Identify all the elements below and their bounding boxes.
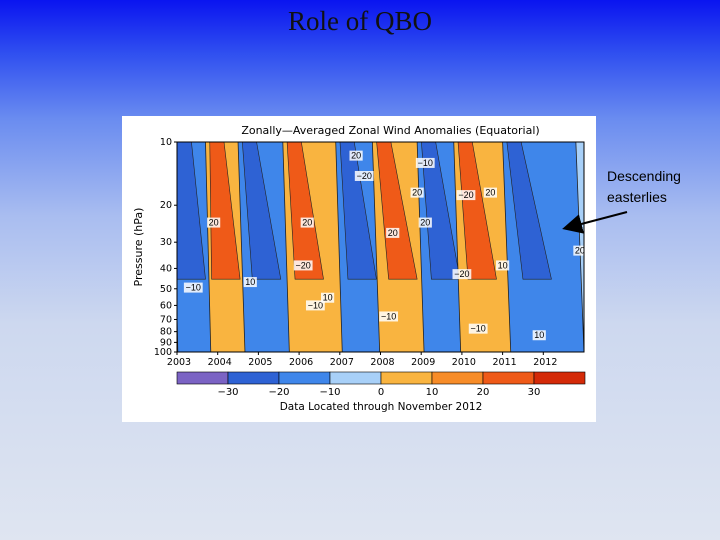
contour-label-bg-14 (452, 269, 472, 280)
contour-label-10: −20 (296, 260, 311, 270)
chart-footer: Data Located through November 2012 (280, 401, 483, 413)
x-tick-label-7: 2010 (452, 357, 476, 368)
contour-label-7: 20 (302, 218, 312, 228)
contour-label-bg-3 (410, 187, 424, 198)
annotation-arrow (562, 211, 628, 234)
contour-label-bg-17 (379, 311, 399, 322)
contour-label-13: 10 (498, 260, 508, 270)
contour-label-bg-8 (386, 227, 400, 238)
x-tick-label-4: 2007 (330, 357, 354, 368)
colorbar-tick-6: 30 (528, 387, 541, 398)
annotation-line-1: Descending (607, 168, 681, 184)
contour-label-3: 20 (412, 188, 422, 198)
band-core-1 (209, 142, 241, 280)
contour-label-12: −10 (186, 283, 201, 293)
y-axis-label: Pressure (hPa) (132, 208, 145, 287)
annotation-label: Descending easterlies (607, 166, 717, 208)
contour-label-bg-6 (207, 217, 221, 228)
contour-label-11: 10 (245, 277, 255, 287)
contour-label-bg-12 (183, 282, 203, 293)
contour-label-9: 20 (420, 218, 430, 228)
contour-label-bg-15 (305, 300, 325, 311)
annotation-line-2: easterlies (607, 189, 667, 205)
x-tick-label-3: 2006 (289, 357, 313, 368)
colorbar-tick-3: 0 (378, 387, 384, 398)
contour-label-5: 20 (485, 188, 495, 198)
x-tick-label-9: 2012 (533, 357, 557, 368)
contour-label-bg-13 (496, 260, 510, 271)
y-tick-label-8: 90 (160, 337, 172, 348)
colorbar-tick-1: −20 (268, 387, 289, 398)
contour-label-2: 20 (351, 151, 361, 161)
colorbar-tick-0: −30 (217, 387, 238, 398)
colorbar-tick-2: −10 (319, 387, 340, 398)
contour-label-bg-10 (293, 260, 313, 271)
chart-title: Zonally—Averaged Zonal Wind Anomalies (E… (241, 124, 539, 137)
chart-figure: −10 −20 20 20 −20 20 20 20 20 20 −20 10 −10 10 −20 −10 1… (122, 116, 596, 422)
contour-label-bg-7 (300, 217, 314, 228)
contour-label-bg-16 (320, 292, 335, 303)
contour-label-8: 20 (388, 228, 398, 238)
contour-label-20: 10 (534, 330, 544, 340)
contour-label-1: −20 (357, 171, 372, 181)
band-core-3 (286, 142, 324, 280)
x-tick-label-8: 2011 (493, 357, 517, 368)
colorbar-swatch-7 (533, 371, 586, 385)
x-tick-label-6: 2009 (411, 357, 435, 368)
y-tick-label-6: 70 (160, 314, 172, 325)
contour-label-bg-20 (532, 330, 546, 341)
y-tick-label-5: 60 (160, 300, 172, 311)
x-tick-label-5: 2008 (370, 357, 394, 368)
contour-label-bg-5 (483, 187, 497, 198)
contour-label-bg-0 (415, 157, 435, 168)
slide-title: Role of QBO (288, 6, 432, 36)
y-tick-label-1: 20 (160, 200, 172, 211)
y-tick-label-4: 50 (160, 284, 172, 295)
contour-label-bg-18 (468, 323, 488, 334)
band-core-2 (242, 142, 282, 280)
contour-label-15: −10 (308, 300, 323, 310)
y-tick-label-3: 40 (160, 263, 172, 274)
band-core-5 (376, 142, 418, 280)
contour-label-6: 20 (209, 218, 219, 228)
contour-label-17: −10 (381, 311, 396, 321)
contour-label-bg-2 (349, 150, 363, 161)
x-tick-label-1: 2004 (208, 357, 232, 368)
contour-label-19: 20 (575, 246, 585, 256)
y-tick-label-7: 80 (160, 327, 172, 338)
band-core-4 (339, 142, 377, 280)
contour-label-bg-11 (243, 277, 257, 288)
contour-label-16: 10 (323, 293, 333, 303)
contour-label-bg-4 (456, 190, 476, 201)
x-tick-label-0: 2003 (167, 357, 191, 368)
colorbar-tick-5: 20 (477, 387, 490, 398)
contour-label-14: −20 (454, 269, 469, 279)
band-core-7 (457, 142, 497, 280)
contour-label-4: −20 (458, 190, 473, 200)
contour-label-bg-19 (573, 245, 584, 256)
band-core-8 (506, 142, 552, 280)
y-tick-label-9: 100 (154, 347, 172, 358)
contour-label-18: −10 (471, 324, 486, 334)
colorbar-tick-4: 10 (426, 387, 439, 398)
y-tick-label-0: 10 (160, 137, 172, 148)
contour-label-bg-9 (418, 217, 432, 228)
contour-label-0: −10 (418, 158, 433, 168)
contour-label-bg-1 (354, 170, 374, 181)
x-tick-label-2: 2005 (248, 357, 272, 368)
y-tick-label-2: 30 (160, 237, 172, 248)
